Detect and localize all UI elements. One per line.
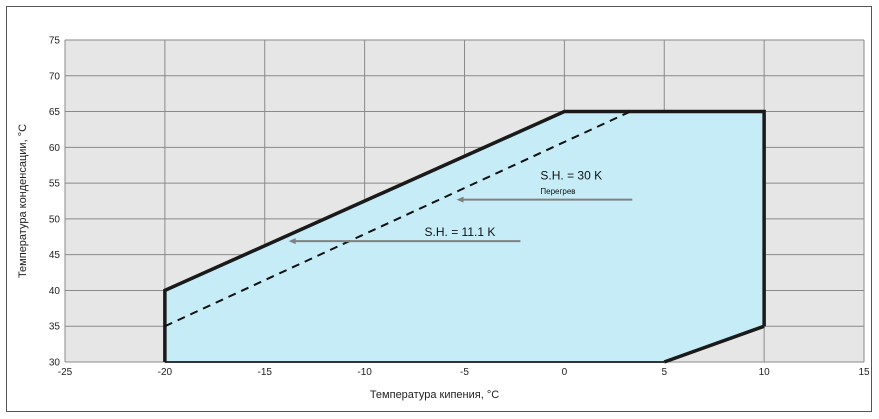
x-tick-label: -15 bbox=[258, 367, 273, 378]
x-tick-label: -5 bbox=[460, 367, 469, 378]
y-tick-label: 40 bbox=[49, 286, 61, 297]
x-axis-label: Температура кипения, °C bbox=[370, 389, 499, 401]
y-tick-label: 30 bbox=[49, 358, 61, 369]
y-axis-label: Температура конденсации, °C bbox=[17, 124, 29, 278]
x-tick-labels: -25 -20 -15 -10 -5 0 5 10 15 bbox=[58, 367, 870, 378]
y-tick-label: 50 bbox=[49, 214, 61, 225]
envelope-right-edge bbox=[663, 324, 765, 364]
annotation-arrows bbox=[288, 196, 633, 245]
arrow-head bbox=[288, 238, 296, 245]
x-tick-label: -20 bbox=[158, 367, 173, 378]
y-tick-label: 60 bbox=[49, 143, 61, 154]
arrow-head bbox=[456, 196, 464, 203]
x-tick-label: 5 bbox=[661, 367, 667, 378]
x-tick-label: -10 bbox=[357, 367, 372, 378]
x-tick-label: 0 bbox=[562, 367, 568, 378]
y-tick-label: 55 bbox=[49, 179, 61, 190]
y-tick-labels: 30 35 40 45 50 55 60 65 70 75 bbox=[49, 36, 61, 369]
envelope-outline bbox=[163, 109, 766, 362]
y-tick-label: 75 bbox=[49, 36, 61, 47]
annotations: S.H. = 30 K Перегрев S.H. = 11.1 K bbox=[425, 169, 603, 240]
chart-frame bbox=[6, 6, 872, 412]
x-tick-label: 15 bbox=[858, 367, 870, 378]
superheat-11-boundary bbox=[164, 110, 631, 328]
operating-envelope bbox=[164, 111, 765, 362]
y-tick-label: 65 bbox=[49, 107, 61, 118]
y-tick-label: 35 bbox=[49, 322, 61, 333]
y-tick-label: 70 bbox=[49, 71, 61, 82]
y-tick-label: 45 bbox=[49, 250, 61, 261]
annotation-label: S.H. = 30 K bbox=[540, 169, 602, 183]
x-tick-label: 10 bbox=[759, 367, 771, 378]
x-tick-label: -25 bbox=[58, 367, 73, 378]
annotation-label: S.H. = 11.1 K bbox=[425, 225, 496, 239]
annotation-label: Перегрев bbox=[540, 187, 575, 196]
